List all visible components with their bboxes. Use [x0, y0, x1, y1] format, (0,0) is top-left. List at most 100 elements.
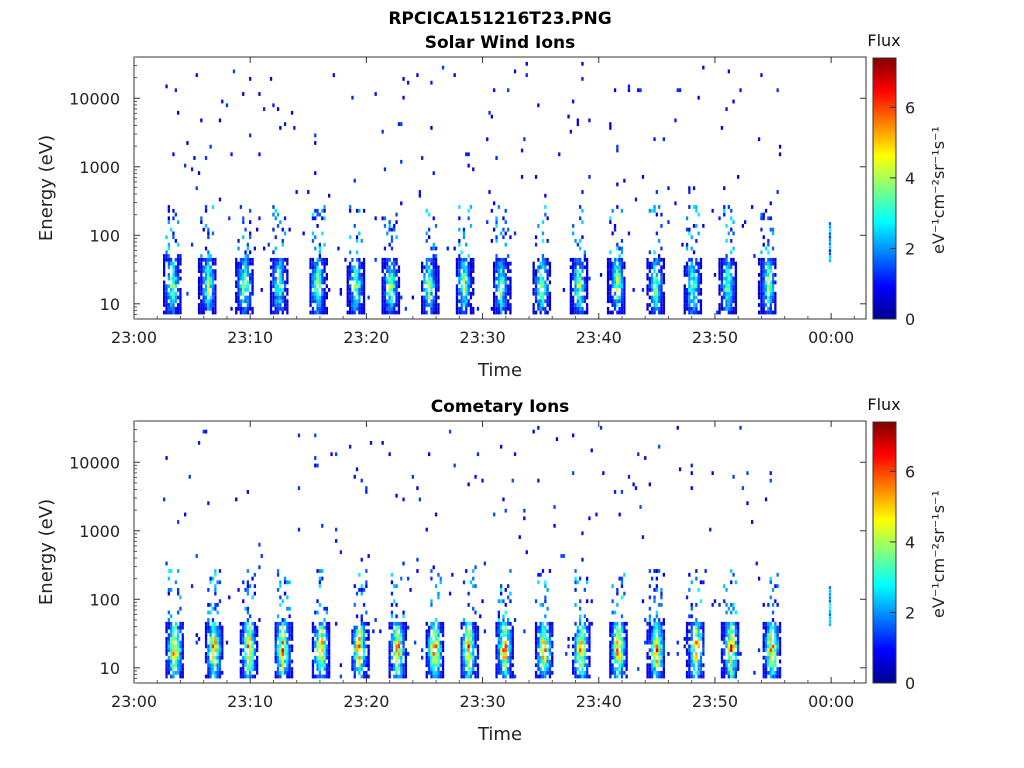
spectrogram-cell — [283, 295, 287, 300]
spectrogram-cell — [465, 284, 468, 289]
spectrogram-cell — [504, 273, 507, 277]
spectrogram-cell — [204, 257, 208, 262]
spectrogram-cell — [620, 280, 624, 285]
spectrogram-cell — [651, 670, 654, 675]
spectrogram-cell — [246, 284, 249, 289]
y-axis-label: Energy (eV) — [36, 135, 57, 241]
spectrogram-cell — [179, 667, 182, 671]
spectrogram-cell — [697, 261, 700, 266]
spectrogram-cell — [667, 220, 670, 224]
spectrogram-cell — [283, 231, 287, 236]
spectrogram-cell — [197, 441, 201, 445]
spectrogram-cell — [209, 254, 212, 258]
spectrogram-cell — [702, 652, 705, 656]
spectrogram-cell — [618, 644, 621, 649]
spectrogram-cell — [699, 580, 703, 585]
spectrogram-cell — [551, 621, 554, 626]
spectrogram-cell — [362, 276, 366, 281]
spectrogram-cell — [590, 448, 593, 453]
spectrogram-cell — [727, 667, 730, 671]
spectrogram-cell — [469, 670, 473, 675]
spectrogram-cell — [362, 306, 366, 311]
spectrogram-cell — [586, 674, 589, 679]
spectrogram-cell — [393, 257, 396, 262]
spectrogram-cell — [314, 644, 317, 649]
spectrogram-cell — [699, 663, 703, 668]
spectrogram-cell — [209, 257, 212, 262]
spectrogram-cell — [618, 273, 621, 277]
spectrogram-cell — [423, 299, 426, 304]
spectrogram-cell — [177, 295, 180, 300]
spectrogram-cell — [502, 618, 505, 622]
spectrogram-cell — [727, 644, 730, 649]
spectrogram-cell — [209, 144, 212, 149]
spectrogram-cell — [507, 621, 510, 626]
spectrogram-cell — [246, 490, 249, 494]
spectrogram-cell — [828, 599, 832, 603]
x-tick-label: 23:00 — [111, 328, 157, 347]
spectrogram-cell — [769, 648, 772, 653]
spectrogram-cell — [172, 280, 175, 285]
spectrogram-cell — [209, 674, 212, 679]
spectrogram-cell — [170, 667, 173, 671]
spectrogram-cell — [690, 648, 693, 653]
spectrogram-cell — [688, 670, 691, 675]
spectrogram-cell — [355, 652, 359, 656]
spectrogram-cell — [365, 670, 368, 675]
spectrogram-cell — [346, 265, 349, 270]
spectrogram-cell — [197, 291, 201, 296]
spectrogram-cell — [430, 576, 433, 581]
spectrogram-cell — [253, 652, 256, 656]
spectrogram-cell — [769, 667, 772, 671]
spectrogram-cell — [497, 257, 500, 262]
spectrogram-cell — [246, 306, 249, 311]
spectrogram-cell — [253, 637, 256, 641]
spectrogram-cell — [539, 625, 542, 630]
spectrogram-cell — [497, 205, 500, 209]
spectrogram-cell — [702, 65, 705, 70]
spectrogram-cell — [244, 250, 247, 255]
spectrogram-cell — [685, 265, 689, 270]
spectrogram-cell — [500, 644, 503, 649]
spectrogram-cell — [662, 257, 665, 262]
spectrogram-cell — [828, 596, 832, 600]
spectrogram-cell — [195, 554, 198, 558]
spectrogram-cell — [172, 276, 175, 281]
spectrogram-cell — [581, 306, 584, 311]
spectrogram-cell — [504, 276, 507, 281]
spectrogram-cell — [544, 580, 547, 585]
spectrogram-cell — [256, 659, 259, 664]
spectrogram-cell — [321, 663, 324, 668]
spectrogram-cell — [286, 288, 289, 292]
spectrogram-cell — [537, 291, 540, 296]
spectrogram-cell — [774, 621, 777, 626]
spectrogram-cell — [767, 299, 770, 304]
spectrogram-cell — [546, 269, 549, 273]
spectrogram-cell — [211, 231, 215, 236]
spectrogram-cell — [323, 276, 326, 281]
spectrogram-cell — [504, 625, 507, 630]
spectrogram-cell — [760, 261, 763, 266]
spectrogram-cell — [634, 486, 638, 490]
spectrogram-cell — [353, 648, 356, 653]
spectrogram-cell — [283, 637, 287, 641]
spectrogram-cell — [309, 295, 312, 300]
spectrogram-cell — [723, 205, 726, 209]
spectrogram-cell — [767, 284, 770, 289]
spectrogram-cell — [353, 273, 356, 277]
spectrogram-cell — [297, 527, 301, 532]
spectrogram-cell — [323, 205, 326, 209]
spectrogram-cell — [434, 288, 438, 292]
spectrogram-cell — [653, 663, 656, 668]
spectrogram-cell — [699, 621, 703, 626]
spectrogram-cell — [653, 629, 656, 634]
spectrogram-cell — [167, 265, 170, 270]
spectrogram-cell — [360, 629, 363, 634]
spectrogram-cell — [581, 670, 584, 675]
spectrogram-cell — [753, 670, 756, 675]
spectrogram-cell — [732, 284, 735, 289]
spectrogram-cell — [177, 110, 180, 115]
spectrogram-cell — [358, 637, 361, 641]
spectrogram-cell — [281, 280, 284, 285]
spectrogram-cell — [339, 550, 342, 555]
